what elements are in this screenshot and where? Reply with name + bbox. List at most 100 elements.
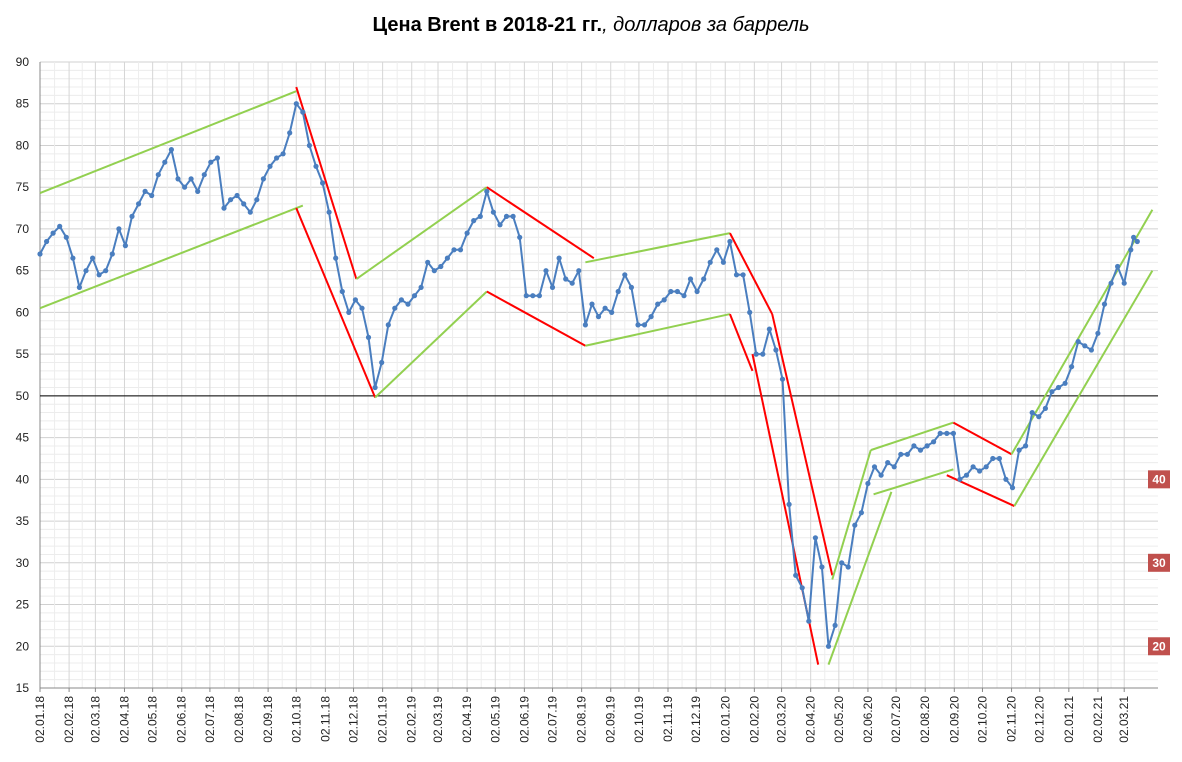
- data-point: [214, 155, 220, 161]
- grid-layer: [39, 61, 1158, 689]
- data-point: [957, 476, 963, 482]
- level-badge: 30: [1148, 553, 1170, 572]
- data-point: [365, 334, 372, 340]
- data-point: [931, 439, 937, 445]
- data-point: [635, 322, 641, 328]
- data-point: [714, 247, 720, 253]
- y-tick-label: 75: [16, 180, 30, 194]
- data-point: [595, 314, 602, 320]
- data-point: [83, 268, 89, 274]
- uptrend-line: [39, 204, 304, 310]
- x-tick-label: 02.12.18: [347, 696, 361, 743]
- data-point: [129, 213, 135, 219]
- x-tick-label: 02.01.21: [1062, 696, 1076, 743]
- downtrend-line: [729, 313, 754, 372]
- level-badge-bg: [1148, 637, 1170, 656]
- data-point: [76, 284, 82, 290]
- data-point: [563, 276, 569, 282]
- x-tick-label: 02.11.20: [1005, 696, 1019, 742]
- data-point: [753, 351, 759, 357]
- data-point: [858, 510, 865, 516]
- y-tick-label: 15: [16, 681, 30, 695]
- data-point: [733, 272, 740, 278]
- x-tick-label: 02.08.19: [575, 696, 589, 743]
- data-point: [812, 535, 819, 541]
- data-point: [963, 472, 970, 478]
- data-point: [1131, 234, 1137, 240]
- x-tick-label: 02.03.21: [1117, 696, 1131, 743]
- data-point: [839, 560, 845, 566]
- data-point: [438, 263, 444, 270]
- data-point: [825, 643, 832, 649]
- series-line: [39, 102, 1139, 648]
- data-point: [116, 226, 122, 232]
- data-point: [182, 184, 188, 190]
- uptrend-line: [831, 449, 872, 580]
- x-tick-label: 02.01.18: [33, 696, 47, 743]
- x-tick-label: 02.02.21: [1091, 696, 1105, 743]
- level-badge-label: 20: [1152, 639, 1166, 653]
- uptrend-line: [585, 313, 731, 347]
- price-series: [37, 101, 1140, 649]
- data-point: [543, 268, 549, 274]
- data-point: [1009, 485, 1016, 491]
- data-point: [747, 309, 753, 315]
- data-point: [201, 172, 207, 178]
- data-point: [379, 359, 385, 366]
- level-badges: 40 30 20: [1148, 470, 1170, 656]
- data-point: [1088, 347, 1094, 353]
- data-point: [602, 305, 608, 311]
- data-point: [871, 464, 878, 470]
- data-point: [727, 238, 733, 245]
- downtrend-line: [486, 186, 595, 259]
- data-point: [576, 268, 582, 274]
- data-point: [707, 259, 713, 265]
- data-point: [300, 109, 306, 115]
- data-point: [615, 288, 621, 295]
- data-point: [195, 188, 201, 194]
- data-point: [1062, 380, 1068, 386]
- y-tick-label: 80: [16, 138, 30, 152]
- data-point: [681, 293, 687, 299]
- x-tick-label: 02.02.18: [62, 696, 76, 743]
- data-point: [372, 384, 378, 391]
- y-tick-label: 20: [16, 639, 30, 653]
- chart-title-main: Цена Brent в 2018-21 гг.: [372, 14, 603, 36]
- data-point: [589, 301, 595, 307]
- data-point: [398, 297, 404, 303]
- data-point: [188, 176, 194, 182]
- level-badge: 20: [1148, 637, 1170, 656]
- data-point: [1023, 443, 1029, 449]
- data-point: [484, 188, 490, 194]
- data-point: [1055, 384, 1062, 391]
- chart-title-unit: , долларов за баррель: [602, 14, 810, 36]
- data-point: [911, 443, 917, 449]
- data-point: [917, 447, 924, 453]
- downtrend-line: [771, 313, 834, 576]
- y-tick-label: 90: [16, 55, 30, 69]
- data-point: [628, 284, 635, 290]
- data-point: [530, 293, 536, 299]
- data-point: [425, 259, 431, 265]
- y-tick-label: 25: [16, 598, 30, 612]
- data-point: [333, 255, 339, 261]
- x-tick-label: 02.11.19: [661, 696, 675, 742]
- x-tick-label: 02.06.19: [517, 696, 531, 743]
- data-point: [517, 234, 523, 240]
- data-point: [352, 297, 358, 303]
- data-point: [411, 293, 418, 299]
- data-point: [1042, 405, 1048, 411]
- data-point: [582, 322, 589, 328]
- x-tick-label: 02.09.18: [261, 696, 275, 743]
- data-point: [924, 443, 930, 449]
- data-point: [766, 326, 773, 332]
- data-point: [477, 213, 483, 219]
- x-tick-label: 02.03.20: [775, 696, 789, 743]
- x-tick-label: 02.01.20: [718, 696, 732, 743]
- data-point: [898, 451, 904, 457]
- data-point: [503, 213, 510, 219]
- data-point: [280, 151, 286, 157]
- data-point: [313, 163, 319, 169]
- data-point: [950, 430, 957, 436]
- y-tick-label: 85: [16, 97, 30, 111]
